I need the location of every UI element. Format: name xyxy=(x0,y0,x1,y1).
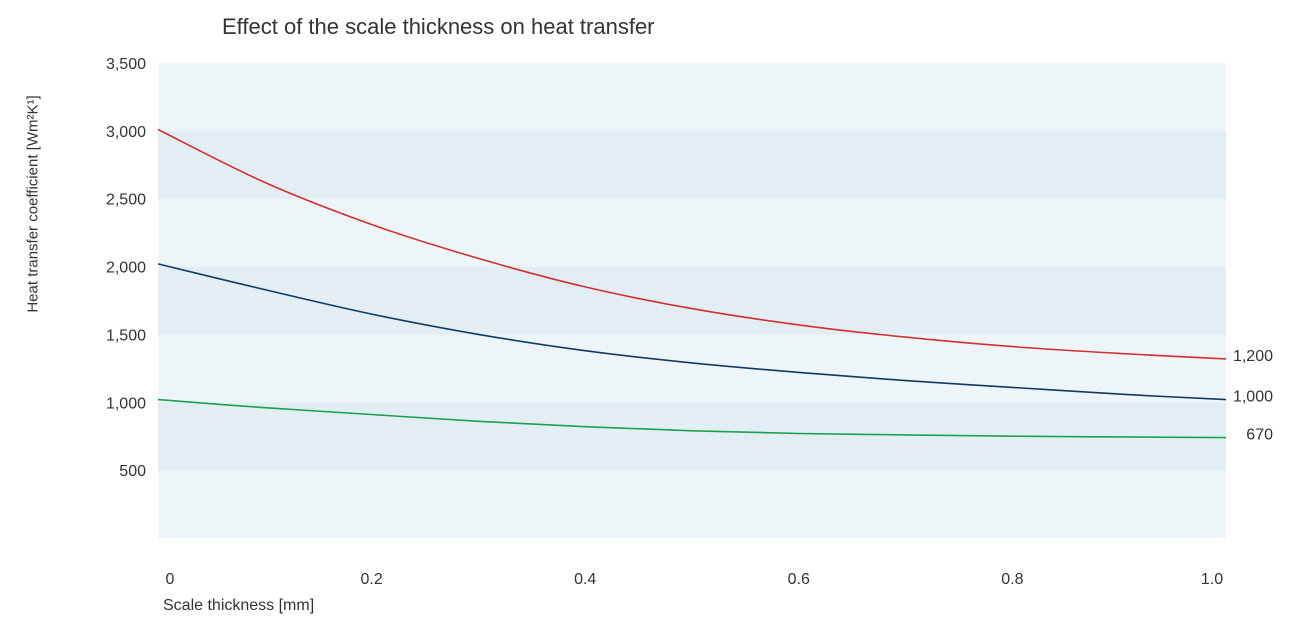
series-end-label-0: 1,200 xyxy=(1233,348,1273,365)
series-line-0 xyxy=(157,128,1227,360)
x-tick-label: 0 xyxy=(166,571,175,588)
x-axis-label: Scale thickness [mm] xyxy=(163,597,315,614)
plot-band xyxy=(158,470,1226,538)
series-end-label-1: 1,000 xyxy=(1233,389,1273,406)
y-tick-label: 500 xyxy=(119,463,146,480)
y-tick-label: 1,500 xyxy=(106,327,146,344)
y-tick-label: 3,000 xyxy=(106,124,146,141)
y-tick-label: 2,000 xyxy=(106,260,146,277)
x-tick-label: 0.6 xyxy=(788,571,810,588)
y-tick-label: 3,500 xyxy=(106,56,146,73)
y-tick-label: 1,000 xyxy=(106,395,146,412)
series-line-1 xyxy=(157,263,1227,401)
chart-title: Effect of the scale thickness on heat tr… xyxy=(222,14,655,39)
plot-band xyxy=(158,198,1226,267)
plot-band xyxy=(158,130,1226,199)
x-tick-label: 0.4 xyxy=(574,571,596,588)
plot-band xyxy=(158,63,1226,131)
plot-band xyxy=(158,266,1226,335)
x-tick-label: 0.2 xyxy=(360,571,382,588)
x-tick-label: 0.8 xyxy=(1001,571,1023,588)
x-tick-label: 1.0 xyxy=(1201,571,1223,588)
y-tick-label: 2,500 xyxy=(106,192,146,209)
series-end-label-2: 670 xyxy=(1246,427,1273,444)
series-line-2 xyxy=(157,398,1227,439)
plot-band xyxy=(158,334,1226,403)
